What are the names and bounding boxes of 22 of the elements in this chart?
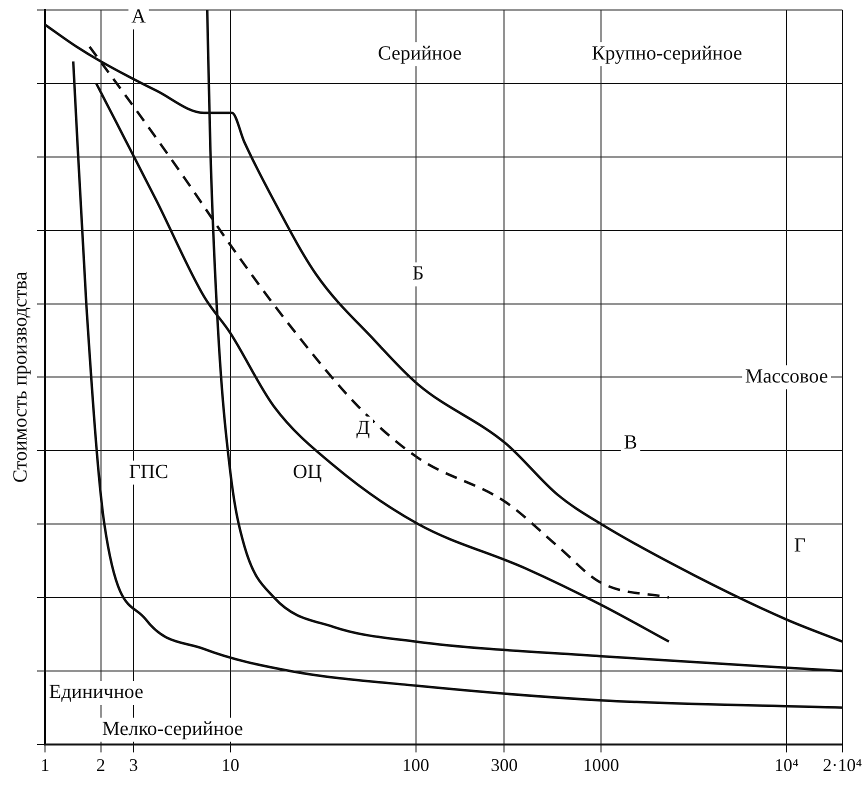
annotation: ГПС — [128, 460, 168, 483]
x-tick-label: 100 — [402, 754, 430, 775]
x-tick-label: 3 — [128, 754, 138, 775]
x-tick-label: 10 — [221, 754, 240, 775]
annotation: В — [624, 432, 638, 454]
annotation: Крупно-серийное — [592, 42, 742, 64]
x-tick-label: 2·10⁴ — [822, 754, 862, 775]
x-tick-label: 1000 — [583, 754, 620, 775]
x-tick-label: 2 — [96, 754, 106, 775]
annotation: Мелко-серийное — [102, 718, 244, 740]
annotation: Б — [412, 262, 424, 285]
annotation: Г — [794, 534, 806, 556]
annotation: ОЦ — [292, 460, 322, 483]
x-tick-label: 300 — [490, 754, 518, 775]
annotation: Д — [356, 416, 370, 439]
x-tick-label: 1 — [40, 754, 50, 775]
annotation: А — [131, 6, 146, 28]
annotation: Единичное — [48, 681, 144, 704]
x-tick-label: 10⁴ — [774, 754, 799, 775]
annotation: Массовое — [745, 365, 828, 388]
annotation: Серийное — [378, 42, 462, 64]
y-axis-title: Стоимость производства — [9, 272, 32, 483]
